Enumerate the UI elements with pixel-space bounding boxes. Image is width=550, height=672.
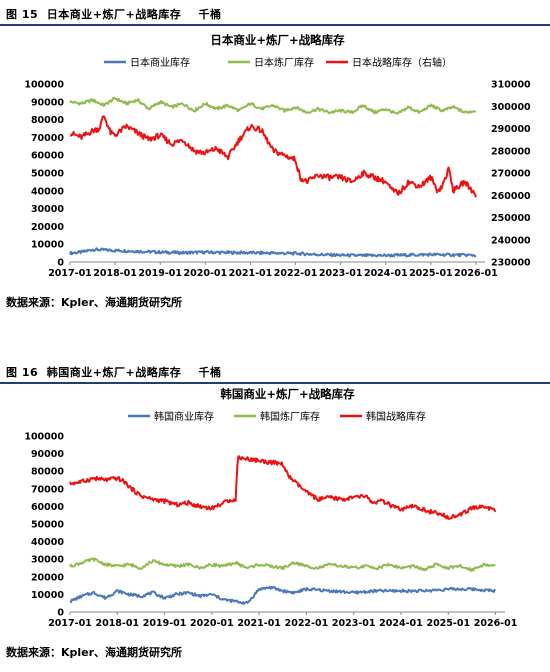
y-tick-label: 20000 <box>31 572 64 583</box>
chart-title: 日本商业+炼厂+战略库存 <box>210 33 345 47</box>
x-tick-label: 2024-01 <box>364 268 408 279</box>
y2-tick-label: 270000 <box>491 169 531 180</box>
x-tick-label: 2017-01 <box>48 268 92 279</box>
y2-tick-label: 240000 <box>491 235 531 246</box>
y-tick-label: 20000 <box>31 222 64 233</box>
y-tick-label: 70000 <box>31 484 64 495</box>
y-tick-label: 30000 <box>31 204 64 215</box>
figure-1-title-rule <box>0 24 550 26</box>
series-line-0 <box>69 585 496 605</box>
y-tick-label: 80000 <box>31 467 64 478</box>
x-tick-label: 2022-01 <box>274 268 318 279</box>
x-tick-label: 2025-01 <box>409 268 453 279</box>
y2-tick-label: 250000 <box>491 213 531 224</box>
x-tick-label: 2026-01 <box>474 618 518 629</box>
y-tick-label: 70000 <box>31 133 64 144</box>
x-tick-label: 2022-01 <box>285 618 329 629</box>
y2-tick-label: 230000 <box>491 258 531 269</box>
legend-label-1: 日本炼厂库存 <box>254 56 314 69</box>
y-tick-label: 100000 <box>24 432 64 443</box>
y-tick-label: 10000 <box>31 590 64 601</box>
figure-2-source: 数据来源：Kpler、海通期货研究所 <box>6 646 183 659</box>
x-tick-label: 2026-01 <box>454 268 498 279</box>
y2-tick-label: 260000 <box>491 191 531 202</box>
y-tick-label: 40000 <box>31 537 64 548</box>
chart-title: 韩国商业+炼厂+战略库存 <box>220 387 355 401</box>
x-tick-label: 2023-01 <box>319 268 363 279</box>
x-tick-label: 2018-01 <box>95 618 139 629</box>
x-tick-label: 2024-01 <box>379 618 423 629</box>
legend-label-2: 日本战略库存（右轴） <box>352 56 452 69</box>
y-tick-label: 30000 <box>31 555 64 566</box>
y-tick-label: 50000 <box>31 520 64 531</box>
x-tick-label: 2021-01 <box>229 268 273 279</box>
figure-2-caption: 图 16 韩国商业+炼厂+战略库存 千桶 <box>6 366 222 379</box>
series-line-2 <box>69 115 477 198</box>
figure-1-source: 数据来源：Kpler、海通期货研究所 <box>6 296 183 309</box>
x-tick-label: 2019-01 <box>138 268 182 279</box>
series-line-1 <box>69 96 477 115</box>
figure-1-caption: 图 15 日本商业+炼厂+战略库存 千桶 <box>6 8 222 21</box>
y2-tick-label: 310000 <box>491 80 531 91</box>
figure-2-title-rule <box>0 382 550 384</box>
y-tick-label: 50000 <box>31 169 64 180</box>
y-tick-label: 100000 <box>24 80 64 91</box>
x-tick-label: 2023-01 <box>332 618 376 629</box>
y-tick-label: 60000 <box>31 502 64 513</box>
series-line-0 <box>69 247 477 258</box>
x-tick-label: 2021-01 <box>237 618 281 629</box>
y-tick-label: 0 <box>57 258 64 269</box>
legend-label-0: 韩国商业库存 <box>154 410 214 423</box>
x-tick-label: 2019-01 <box>143 618 187 629</box>
y-tick-label: 0 <box>57 608 64 619</box>
y-tick-label: 10000 <box>31 240 64 251</box>
y-tick-label: 60000 <box>31 151 64 162</box>
y2-tick-label: 290000 <box>491 124 531 135</box>
y-tick-label: 40000 <box>31 186 64 197</box>
y-tick-label: 80000 <box>31 115 64 126</box>
legend-label-1: 韩国炼厂库存 <box>260 410 320 423</box>
x-tick-label: 2025-01 <box>426 618 470 629</box>
y-tick-label: 90000 <box>31 97 64 108</box>
y2-tick-label: 300000 <box>491 102 531 113</box>
x-tick-label: 2017-01 <box>48 618 92 629</box>
series-line-2 <box>69 455 497 520</box>
legend-label-0: 日本商业库存 <box>130 56 190 69</box>
legend-label-2: 韩国战略库存 <box>366 410 426 423</box>
series-line-1 <box>69 557 496 572</box>
x-tick-label: 2020-01 <box>184 268 228 279</box>
y2-tick-label: 280000 <box>491 146 531 157</box>
x-tick-label: 2018-01 <box>93 268 137 279</box>
y-tick-label: 90000 <box>31 449 64 460</box>
x-tick-label: 2020-01 <box>190 618 234 629</box>
